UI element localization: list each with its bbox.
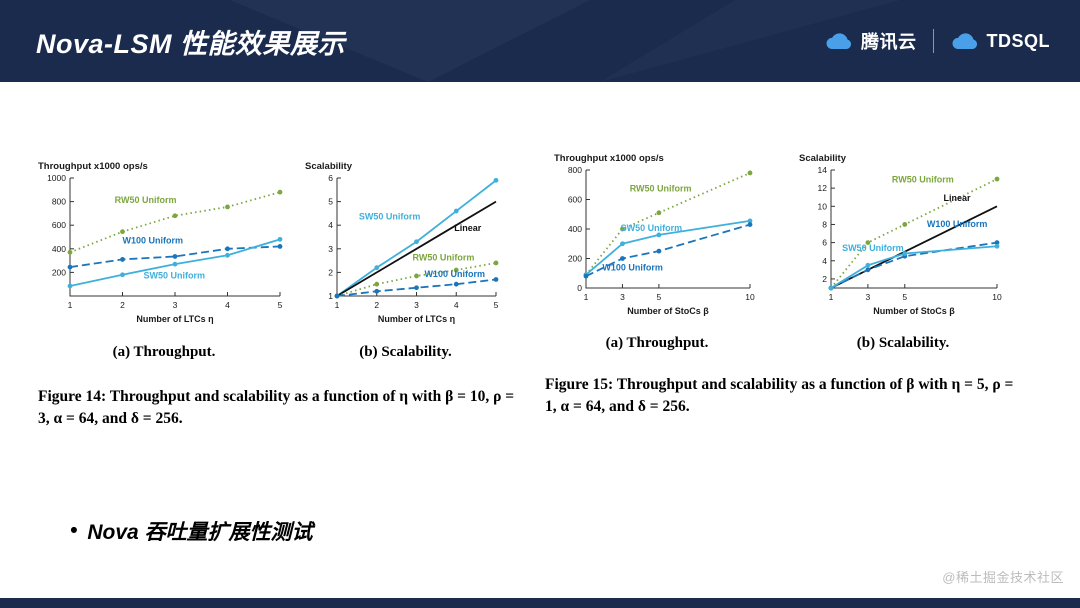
svg-text:1: 1: [335, 300, 340, 310]
svg-text:Throughput x1000 ops/s: Throughput x1000 ops/s: [38, 161, 148, 172]
svg-text:Throughput x1000 ops/s: Throughput x1000 ops/s: [554, 153, 664, 164]
svg-text:10: 10: [992, 292, 1002, 302]
chart-fig15-scalability-svg: Scalability 2 4 6 8 10 12 14 1 3 5 10 Number of StoC…: [799, 153, 1002, 316]
svg-text:200: 200: [52, 267, 66, 277]
svg-text:5: 5: [278, 300, 283, 310]
svg-text:400: 400: [568, 224, 582, 234]
svg-text:1: 1: [328, 291, 333, 301]
svg-text:1: 1: [829, 292, 834, 302]
svg-text:5: 5: [657, 292, 662, 302]
svg-text:600: 600: [52, 220, 66, 230]
svg-text:10: 10: [818, 201, 828, 211]
svg-text:SW50 Uniform: SW50 Uniform: [359, 211, 421, 221]
svg-text:3: 3: [620, 292, 625, 302]
fig14-subcaption-b: (b) Scalability.: [359, 344, 452, 360]
svg-text:SW50 Uniform: SW50 Uniform: [842, 243, 904, 253]
brand-tencent-label: 腾讯云: [861, 32, 917, 52]
svg-text:4: 4: [328, 220, 333, 230]
watermark: @稀土掘金技术社区: [942, 570, 1064, 585]
brand-tdsql-label: TDSQL: [986, 30, 1050, 51]
svg-text:5: 5: [494, 300, 499, 310]
fig15-subcaption-b: (b) Scalability.: [856, 335, 950, 351]
svg-text:3: 3: [173, 300, 178, 310]
svg-text:5: 5: [328, 197, 333, 207]
bullet-item: • Nova 吞吐量扩展性测试: [70, 516, 313, 546]
svg-text:3: 3: [866, 292, 871, 302]
chart-fig14-scalability: Scalability 1 2 3 4 5 6 1 2 3 4 5 Number of LTCs η SW…: [303, 158, 508, 330]
page-title: Nova-LSM 性能效果展示: [36, 28, 346, 59]
svg-text:Number of StoCs β: Number of StoCs β: [873, 306, 955, 316]
svg-text:W100 Uniform: W100 Uniform: [927, 219, 988, 229]
svg-text:10: 10: [745, 292, 755, 302]
svg-text:4: 4: [225, 300, 230, 310]
svg-text:800: 800: [52, 197, 66, 207]
svg-text:1000: 1000: [47, 173, 66, 183]
svg-text:12: 12: [818, 183, 828, 193]
svg-text:RW50 Uniform: RW50 Uniform: [630, 183, 692, 193]
svg-text:RW50 Uniform: RW50 Uniform: [892, 175, 954, 185]
bullet-text: Nova 吞吐量扩展性测试: [87, 521, 313, 544]
svg-text:Scalability: Scalability: [799, 153, 847, 164]
fig15-subcaption-a: (a) Throughput.: [605, 335, 709, 351]
svg-text:1: 1: [68, 300, 73, 310]
fig14-subcaption-a: (a) Throughput.: [112, 344, 216, 360]
chart-fig14-scalability-svg: Scalability 1 2 3 4 5 6 1 2 3 4 5 Number of LTCs η SW…: [305, 161, 499, 324]
bottom-bar: [0, 598, 1080, 608]
svg-text:W100 Uniform: W100 Uniform: [424, 269, 485, 279]
brand-tencent-cloud: 腾讯云: [824, 28, 917, 54]
svg-text:0: 0: [577, 283, 582, 293]
svg-text:6: 6: [822, 238, 827, 248]
svg-text:W100 Uniform: W100 Uniform: [123, 235, 184, 245]
svg-text:2: 2: [374, 300, 379, 310]
svg-text:3: 3: [328, 244, 333, 254]
brand-separator: [932, 29, 934, 53]
svg-text:Number of LTCs η: Number of LTCs η: [136, 314, 213, 324]
svg-text:6: 6: [328, 173, 333, 183]
figure15-caption: Figure 15: Throughput and scalability as…: [545, 376, 1014, 415]
svg-text:4: 4: [454, 300, 459, 310]
svg-text:SW50 Uniform: SW50 Uniform: [621, 223, 683, 233]
chart-fig14-throughput-svg: Throughput x1000 ops/s 200 400 600 800 1000 1 2…: [38, 161, 283, 324]
header-bar: Nova-LSM 性能效果展示 腾讯云 TDSQL: [0, 0, 1080, 82]
svg-text:W100 Uniform: W100 Uniform: [602, 262, 663, 272]
svg-text:400: 400: [52, 244, 66, 254]
svg-text:Scalability: Scalability: [305, 161, 353, 172]
svg-text:8: 8: [822, 219, 827, 229]
svg-text:RW50 Uniform: RW50 Uniform: [413, 253, 475, 263]
chart-fig15-throughput: Throughput x1000 ops/s 0 200 400 600 800 1 3 5 10…: [552, 150, 762, 322]
svg-text:3: 3: [414, 300, 419, 310]
svg-text:4: 4: [822, 256, 827, 266]
svg-text:1: 1: [584, 292, 589, 302]
svg-text:2: 2: [120, 300, 125, 310]
svg-text:2: 2: [328, 267, 333, 277]
brand-area: 腾讯云 TDSQL: [824, 28, 1050, 54]
svg-text:14: 14: [818, 165, 828, 175]
chart-fig15-scalability: Scalability 2 4 6 8 10 12 14 1 3 5 10 Number of StoC…: [797, 150, 1009, 322]
svg-text:Number of LTCs η: Number of LTCs η: [378, 314, 455, 324]
chart-fig14-throughput: Throughput x1000 ops/s 200 400 600 800 1000 1 2…: [36, 158, 292, 330]
figure14-caption: Figure 14: Throughput and scalability as…: [38, 388, 515, 427]
svg-text:Linear: Linear: [454, 223, 482, 233]
svg-text:SW50 Uniform: SW50 Uniform: [144, 270, 206, 280]
svg-text:2: 2: [822, 274, 827, 284]
svg-text:800: 800: [568, 165, 582, 175]
svg-text:RW50 Uniform: RW50 Uniform: [115, 195, 177, 205]
svg-text:Number of StoCs β: Number of StoCs β: [627, 306, 709, 316]
tdsql-cloud-icon: [950, 31, 980, 52]
svg-text:200: 200: [568, 254, 582, 264]
bullet-marker: •: [70, 519, 78, 542]
brand-tdsql: TDSQL: [950, 31, 1051, 52]
svg-text:5: 5: [902, 292, 907, 302]
svg-text:Linear: Linear: [944, 193, 972, 203]
svg-text:600: 600: [568, 195, 582, 205]
chart-fig15-throughput-svg: Throughput x1000 ops/s 0 200 400 600 800 1 3 5 10…: [554, 153, 755, 316]
tencent-cloud-icon: [824, 31, 854, 52]
